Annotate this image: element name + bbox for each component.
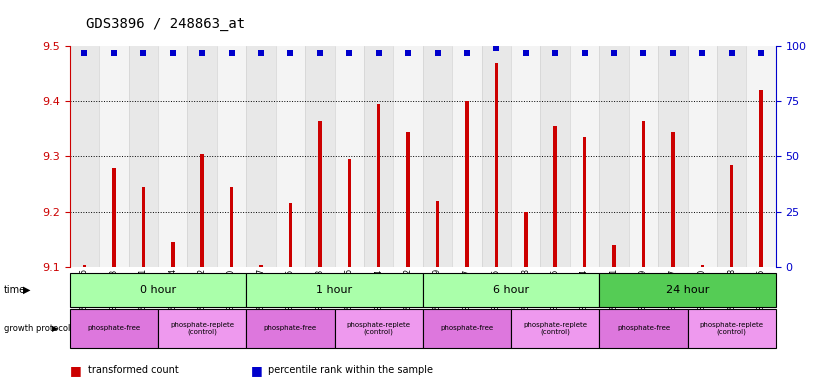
Text: 24 hour: 24 hour xyxy=(666,285,709,295)
Bar xyxy=(612,245,616,267)
Bar xyxy=(70,46,99,267)
Text: phosphate-free: phosphate-free xyxy=(440,325,493,331)
Bar xyxy=(83,265,86,267)
Bar xyxy=(671,132,675,267)
Bar xyxy=(730,165,733,267)
Bar xyxy=(289,204,292,267)
Bar xyxy=(129,46,158,267)
Text: ■: ■ xyxy=(250,364,262,377)
Bar xyxy=(347,159,351,267)
Bar xyxy=(466,101,469,267)
Text: time: time xyxy=(4,285,26,295)
Bar xyxy=(629,46,658,267)
Bar xyxy=(364,46,393,267)
Text: phosphate-free: phosphate-free xyxy=(617,325,670,331)
Text: GDS3896 / 248863_at: GDS3896 / 248863_at xyxy=(86,17,245,31)
Text: phosphate-free: phosphate-free xyxy=(87,325,140,331)
Bar xyxy=(406,132,410,267)
Bar xyxy=(158,46,187,267)
Bar xyxy=(171,242,175,267)
Bar xyxy=(746,46,776,267)
Text: percentile rank within the sample: percentile rank within the sample xyxy=(268,365,433,375)
Bar xyxy=(393,46,423,267)
Text: 1 hour: 1 hour xyxy=(316,285,353,295)
Bar xyxy=(246,46,276,267)
Bar xyxy=(99,46,129,267)
Bar xyxy=(452,46,482,267)
Bar xyxy=(759,90,763,267)
Text: phosphate-replete
(control): phosphate-replete (control) xyxy=(523,321,587,335)
Bar xyxy=(717,46,746,267)
Bar xyxy=(436,200,439,267)
Bar xyxy=(599,46,629,267)
Bar xyxy=(642,121,645,267)
Bar xyxy=(553,126,557,267)
Text: phosphate-replete
(control): phosphate-replete (control) xyxy=(699,321,764,335)
Bar xyxy=(688,46,717,267)
Text: phosphate-replete
(control): phosphate-replete (control) xyxy=(346,321,410,335)
Bar xyxy=(112,167,116,267)
Bar xyxy=(540,46,570,267)
Bar xyxy=(583,137,586,267)
Bar xyxy=(230,187,233,267)
Bar xyxy=(200,154,204,267)
Bar xyxy=(187,46,217,267)
Bar xyxy=(524,212,528,267)
Bar xyxy=(217,46,246,267)
Text: transformed count: transformed count xyxy=(88,365,179,375)
Bar xyxy=(259,265,263,267)
Bar xyxy=(511,46,540,267)
Text: ▶: ▶ xyxy=(23,285,30,295)
Bar xyxy=(658,46,688,267)
Text: phosphate-replete
(control): phosphate-replete (control) xyxy=(170,321,234,335)
Bar xyxy=(305,46,335,267)
Bar xyxy=(276,46,305,267)
Bar xyxy=(335,46,364,267)
Bar xyxy=(700,265,704,267)
Bar xyxy=(377,104,380,267)
Text: ■: ■ xyxy=(70,364,81,377)
Bar xyxy=(423,46,452,267)
Bar xyxy=(482,46,511,267)
Text: ▶: ▶ xyxy=(52,324,58,333)
Text: 6 hour: 6 hour xyxy=(493,285,530,295)
Bar xyxy=(141,187,145,267)
Text: growth protocol: growth protocol xyxy=(4,324,71,333)
Text: phosphate-free: phosphate-free xyxy=(264,325,317,331)
Bar xyxy=(570,46,599,267)
Bar xyxy=(494,63,498,267)
Text: 0 hour: 0 hour xyxy=(140,285,177,295)
Bar xyxy=(318,121,322,267)
